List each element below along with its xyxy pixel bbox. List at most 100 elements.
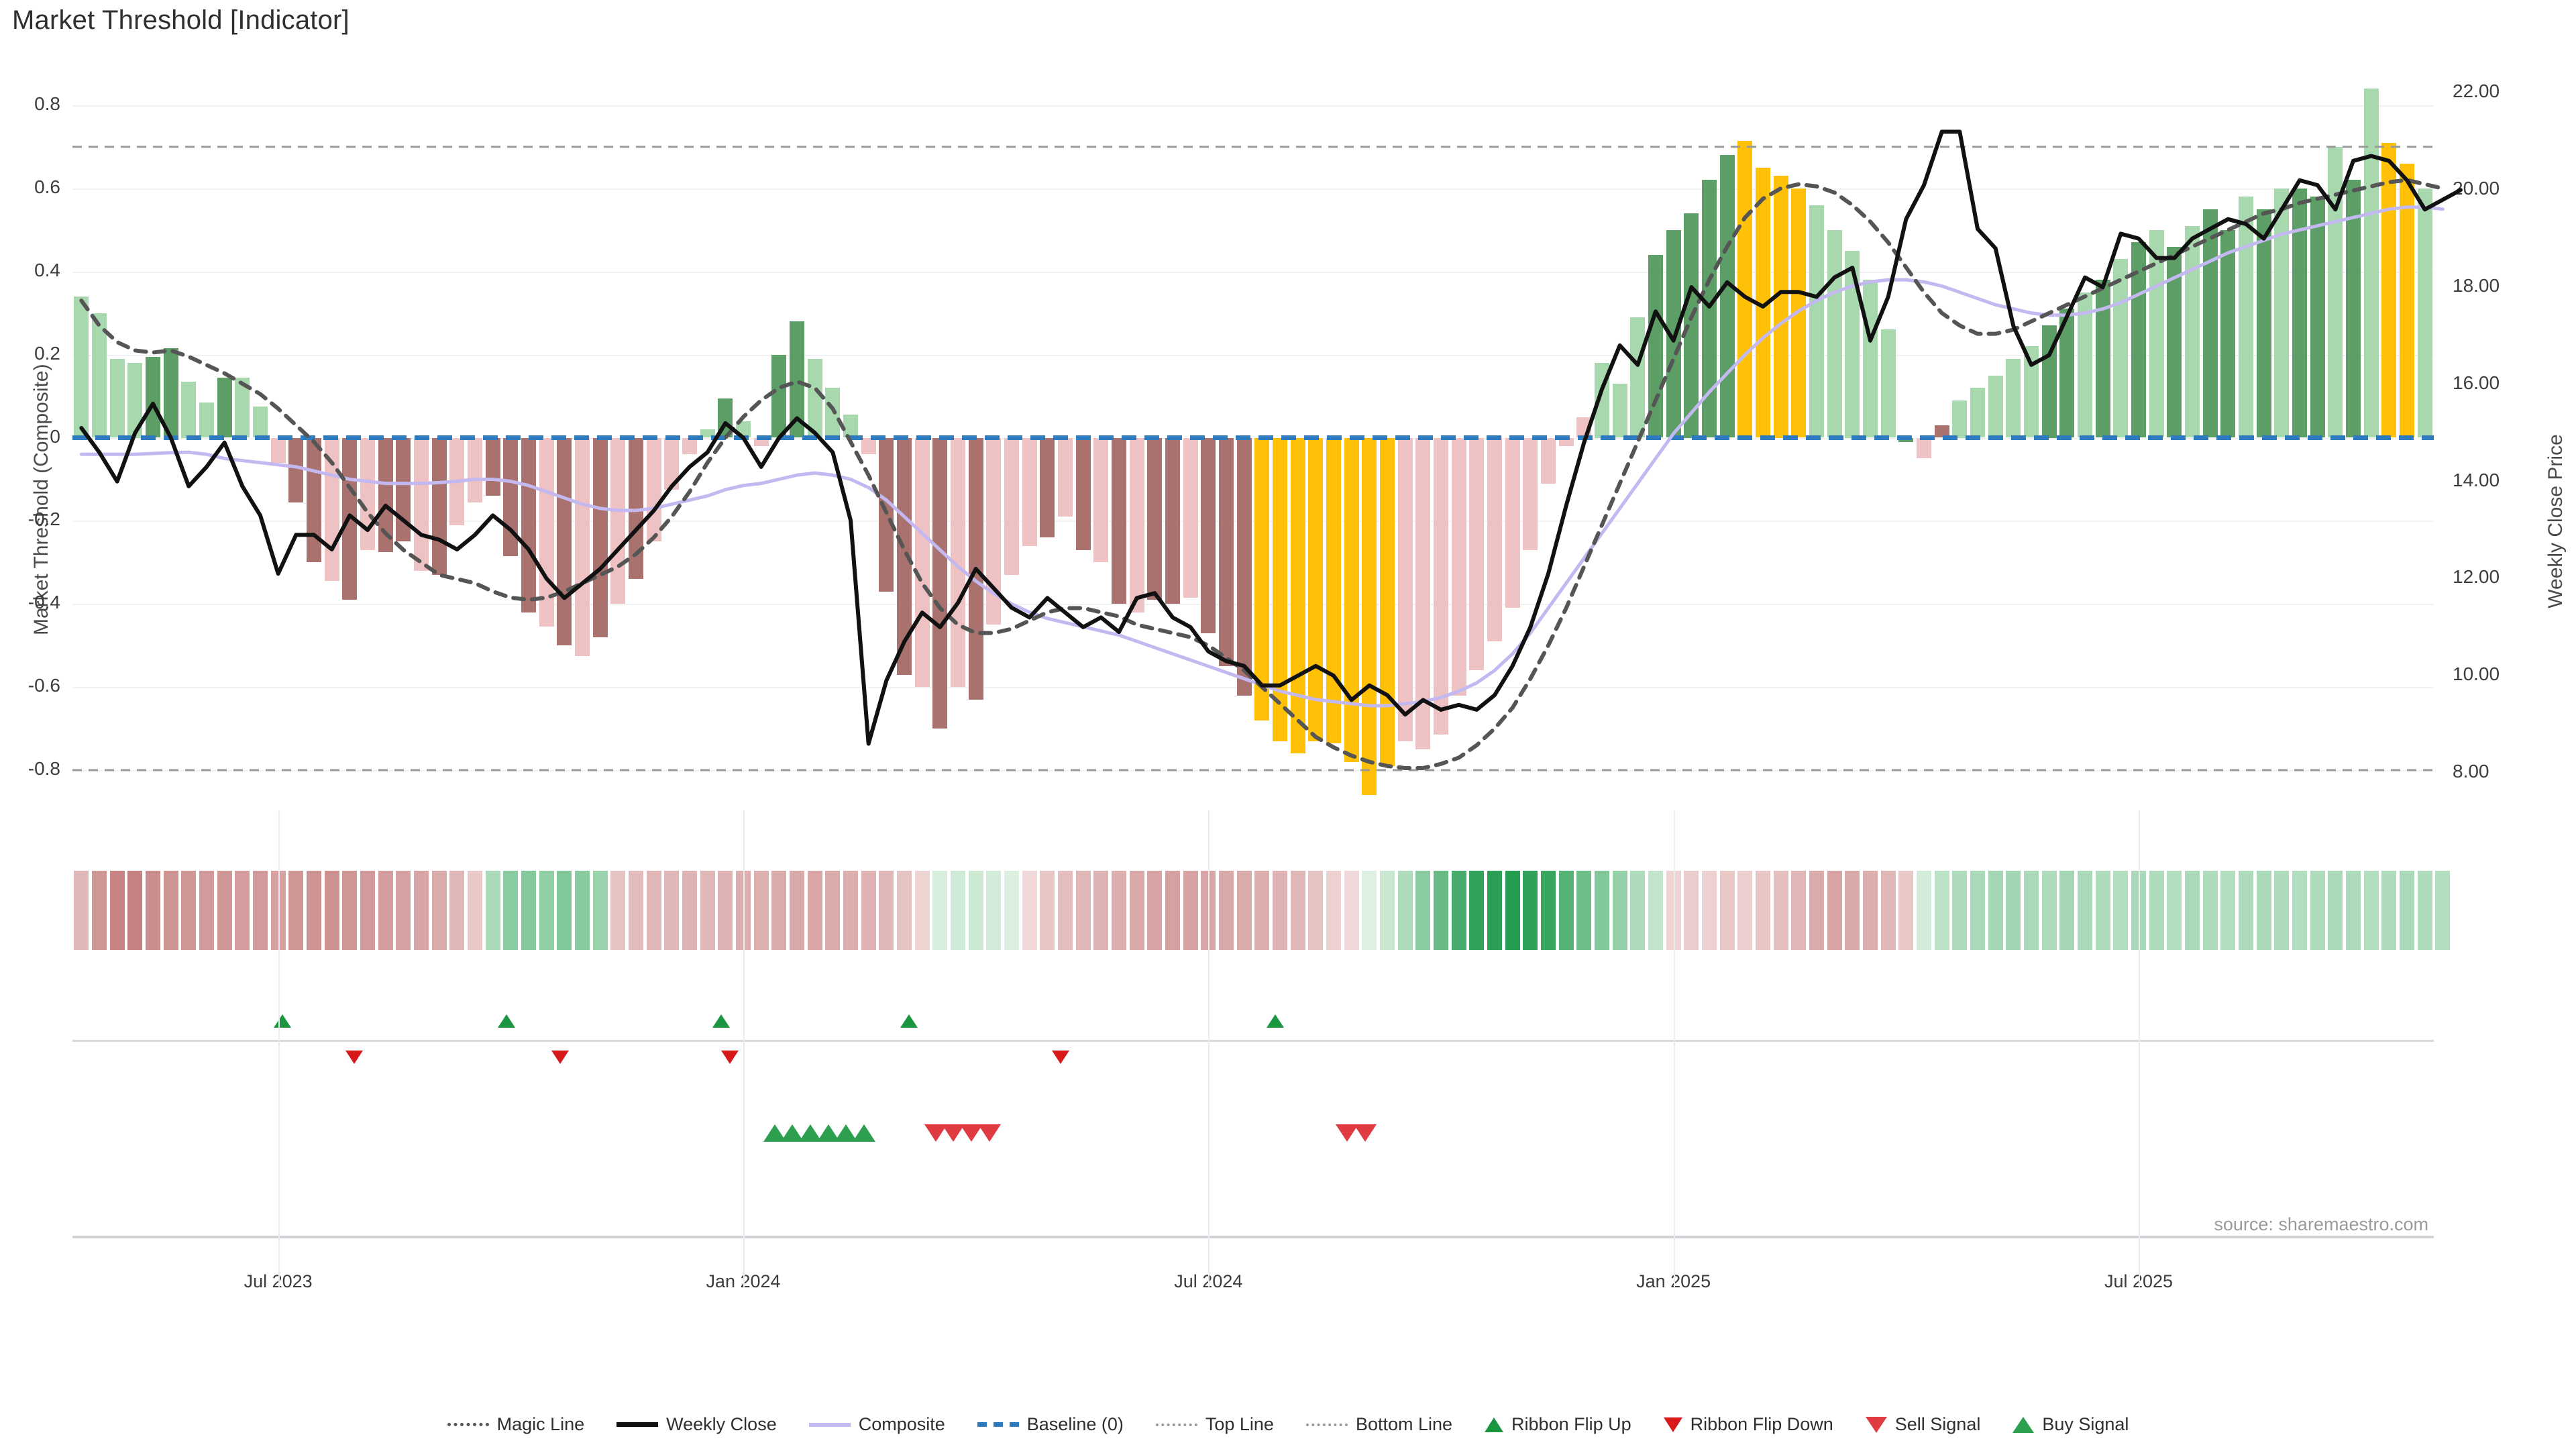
ribbon-cell[interactable] bbox=[2167, 871, 2182, 950]
composite-bar[interactable] bbox=[521, 437, 536, 612]
composite-bar[interactable] bbox=[2274, 188, 2290, 438]
composite-bar[interactable] bbox=[1952, 400, 1968, 438]
composite-bar[interactable] bbox=[1988, 375, 2003, 438]
composite-bar[interactable] bbox=[1004, 437, 1019, 575]
composite-bar[interactable] bbox=[2185, 225, 2200, 438]
legend-item-buy-signal[interactable]: Buy Signal bbox=[2012, 1414, 2129, 1435]
ribbon-cell[interactable] bbox=[414, 871, 429, 950]
ribbon-cell[interactable] bbox=[1719, 871, 1735, 950]
ribbon-cell[interactable] bbox=[1845, 871, 1860, 950]
main-chart-plot[interactable] bbox=[72, 64, 2463, 812]
composite-bar[interactable] bbox=[1451, 437, 1466, 696]
legend-item-ribbon-flip-up[interactable]: Ribbon Flip Up bbox=[1485, 1414, 1631, 1435]
ribbon-cell[interactable] bbox=[1415, 871, 1431, 950]
legend-item-sell-signal[interactable]: Sell Signal bbox=[1865, 1414, 1980, 1435]
ribbon-cell[interactable] bbox=[396, 871, 411, 950]
ribbon-cell[interactable] bbox=[181, 871, 197, 950]
legend-item-top-line[interactable]: Top Line bbox=[1155, 1414, 1274, 1435]
composite-bar[interactable] bbox=[1112, 437, 1126, 604]
ribbon-cell[interactable] bbox=[1737, 871, 1753, 950]
composite-bar[interactable] bbox=[2256, 209, 2271, 438]
composite-bar[interactable] bbox=[575, 437, 590, 656]
ribbon-cell[interactable] bbox=[718, 871, 733, 950]
composite-bar[interactable] bbox=[2167, 246, 2182, 438]
composite-bar[interactable] bbox=[1791, 188, 1807, 438]
composite-bar[interactable] bbox=[235, 377, 250, 438]
ribbon-cell[interactable] bbox=[485, 871, 500, 950]
ribbon-flip-down-marker[interactable] bbox=[551, 1051, 569, 1064]
ribbon-cell[interactable] bbox=[1666, 871, 1681, 950]
ribbon-cell[interactable] bbox=[74, 871, 89, 950]
ribbon-cell[interactable] bbox=[897, 871, 912, 950]
composite-bar[interactable] bbox=[1380, 437, 1395, 766]
ribbon-cell[interactable] bbox=[592, 871, 608, 950]
ribbon-cell[interactable] bbox=[92, 871, 107, 950]
composite-bar[interactable] bbox=[771, 354, 787, 438]
legend-item-weekly-close[interactable]: Weekly Close bbox=[616, 1414, 777, 1435]
ribbon-flip-down-marker[interactable] bbox=[721, 1051, 739, 1064]
ribbon-cell[interactable] bbox=[807, 871, 822, 950]
composite-bar[interactable] bbox=[1183, 437, 1198, 598]
composite-bar[interactable] bbox=[592, 437, 608, 637]
ribbon-cell[interactable] bbox=[235, 871, 250, 950]
composite-bar[interactable] bbox=[92, 313, 107, 438]
composite-bar[interactable] bbox=[1880, 329, 1896, 438]
composite-bar[interactable] bbox=[1397, 437, 1413, 741]
ribbon-cell[interactable] bbox=[1022, 871, 1037, 950]
ribbon-cell[interactable] bbox=[1451, 871, 1466, 950]
composite-bar[interactable] bbox=[74, 296, 89, 438]
composite-bar[interactable] bbox=[1075, 437, 1091, 550]
ribbon-cell[interactable] bbox=[307, 871, 321, 950]
ribbon-cell[interactable] bbox=[1397, 871, 1413, 950]
ribbon-cell[interactable] bbox=[270, 871, 286, 950]
composite-bar[interactable] bbox=[199, 402, 214, 438]
ribbon-cell[interactable] bbox=[1773, 871, 1788, 950]
ribbon-cell[interactable] bbox=[825, 871, 841, 950]
composite-bar[interactable] bbox=[109, 358, 125, 438]
ribbon-cell[interactable] bbox=[1469, 871, 1485, 950]
composite-bar[interactable] bbox=[1129, 437, 1144, 612]
ribbon-cell[interactable] bbox=[109, 871, 125, 950]
ribbon-cell[interactable] bbox=[1093, 871, 1109, 950]
ribbon-cell[interactable] bbox=[163, 871, 178, 950]
ribbon-cell[interactable] bbox=[521, 871, 536, 950]
ribbon-cell[interactable] bbox=[1630, 871, 1646, 950]
ribbon-flip-up-marker[interactable] bbox=[497, 1014, 515, 1028]
composite-bar[interactable] bbox=[1684, 213, 1699, 438]
ribbon-cell[interactable] bbox=[968, 871, 983, 950]
ribbon-cell[interactable] bbox=[2185, 871, 2200, 950]
legend-item-magic-line[interactable]: Magic Line bbox=[447, 1414, 584, 1435]
composite-bar[interactable] bbox=[270, 437, 286, 463]
ribbon-cell[interactable] bbox=[1541, 871, 1556, 950]
composite-bar[interactable] bbox=[1344, 437, 1359, 762]
ribbon-cell[interactable] bbox=[1112, 871, 1126, 950]
ribbon-cell[interactable] bbox=[1612, 871, 1627, 950]
legend-item-baseline[interactable]: Baseline (0) bbox=[977, 1414, 1124, 1435]
ribbon-flip-up-marker[interactable] bbox=[1267, 1014, 1285, 1028]
ribbon-cell[interactable] bbox=[2041, 871, 2057, 950]
ribbon-cell[interactable] bbox=[1648, 871, 1663, 950]
ribbon-cell[interactable] bbox=[1344, 871, 1359, 950]
ribbon-cell[interactable] bbox=[2363, 871, 2379, 950]
ribbon-cell[interactable] bbox=[2024, 871, 2039, 950]
ribbon-cell[interactable] bbox=[2131, 871, 2146, 950]
ribbon-cell[interactable] bbox=[1558, 871, 1574, 950]
composite-bar[interactable] bbox=[539, 437, 554, 627]
ribbon-cell[interactable] bbox=[2417, 871, 2432, 950]
signal-marker-row[interactable] bbox=[72, 1100, 2434, 1174]
ribbon-cell[interactable] bbox=[468, 871, 482, 950]
composite-bar[interactable] bbox=[1201, 437, 1216, 633]
ribbon-cell[interactable] bbox=[2202, 871, 2218, 950]
ribbon-cell[interactable] bbox=[539, 871, 554, 950]
ribbon-cell[interactable] bbox=[557, 871, 572, 950]
ribbon-cell[interactable] bbox=[1791, 871, 1807, 950]
ribbon-cell[interactable] bbox=[2381, 871, 2397, 950]
composite-bar[interactable] bbox=[1756, 167, 1770, 438]
composite-bar[interactable] bbox=[2417, 188, 2432, 438]
ribbon-flip-marker-row[interactable] bbox=[72, 998, 2434, 1065]
ribbon-cell[interactable] bbox=[1362, 871, 1377, 950]
composite-bar[interactable] bbox=[2292, 188, 2307, 438]
legend-item-ribbon-flip-down[interactable]: Ribbon Flip Down bbox=[1663, 1414, 1833, 1435]
composite-bar[interactable] bbox=[1970, 388, 1985, 438]
composite-bar[interactable] bbox=[2310, 197, 2325, 438]
